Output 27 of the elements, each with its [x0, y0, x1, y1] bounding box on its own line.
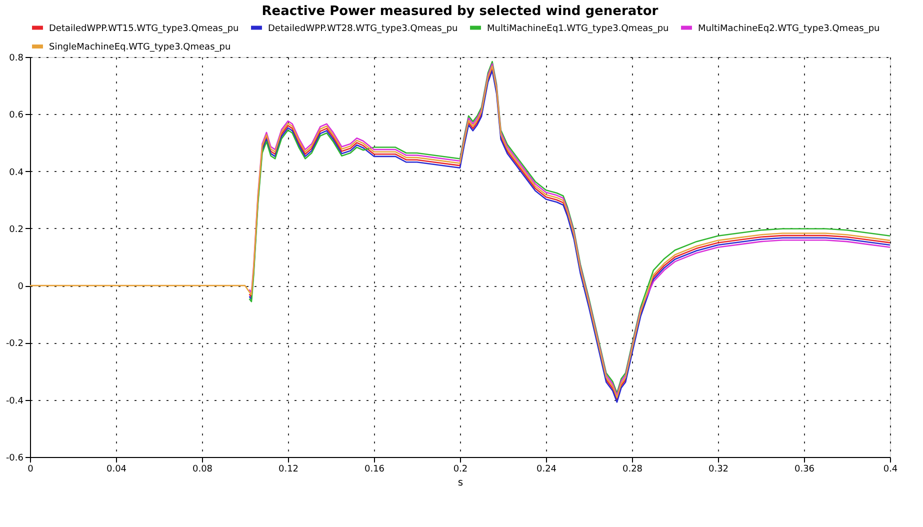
- x-tick-label: 0.2: [453, 464, 468, 474]
- legend-label: MultiMachineEq1.WTG_type3.Qmeas_pu: [487, 24, 669, 34]
- x-tick-label: 0.36: [794, 464, 815, 474]
- legend-label: SingleMachineEq.WTG_type3.Qmeas_pu: [49, 42, 231, 52]
- y-tick-label: -0.6: [6, 454, 24, 464]
- x-tick-label: 0.24: [536, 464, 557, 474]
- x-tick-label: 0: [28, 464, 34, 474]
- y-tick-label: 0.8: [9, 54, 24, 64]
- x-tick-label: 0.04: [106, 464, 127, 474]
- x-tick-label: 0.12: [278, 464, 299, 474]
- x-tick-label: 0.16: [364, 464, 385, 474]
- y-tick-label: 0.2: [9, 224, 24, 235]
- legend-label: MultiMachineEq2.WTG_type3.Qmeas_pu: [698, 24, 880, 34]
- chart-title: Reactive Power measured by selected wind generator: [262, 4, 659, 19]
- x-axis-title: s: [458, 478, 464, 488]
- x-tick-label: 0.4: [883, 464, 898, 474]
- x-tick-label: 0.32: [708, 464, 729, 474]
- legend-label: DetailedWPP.WT15.WTG_type3.Qmeas_pu: [49, 24, 239, 34]
- y-tick-label: -0.2: [6, 339, 24, 350]
- y-tick-label: 0: [18, 282, 24, 292]
- y-tick-label: -0.4: [6, 396, 24, 406]
- y-tick-label: 0.4: [9, 168, 24, 178]
- y-tick-label: 0.6: [9, 110, 24, 121]
- legend-label: DetailedWPP.WT28.WTG_type3.Qmeas_pu: [268, 24, 458, 34]
- line-series: [29, 65, 891, 398]
- x-tick-label: 0.08: [192, 464, 213, 474]
- x-tick-label: 0.28: [622, 464, 643, 474]
